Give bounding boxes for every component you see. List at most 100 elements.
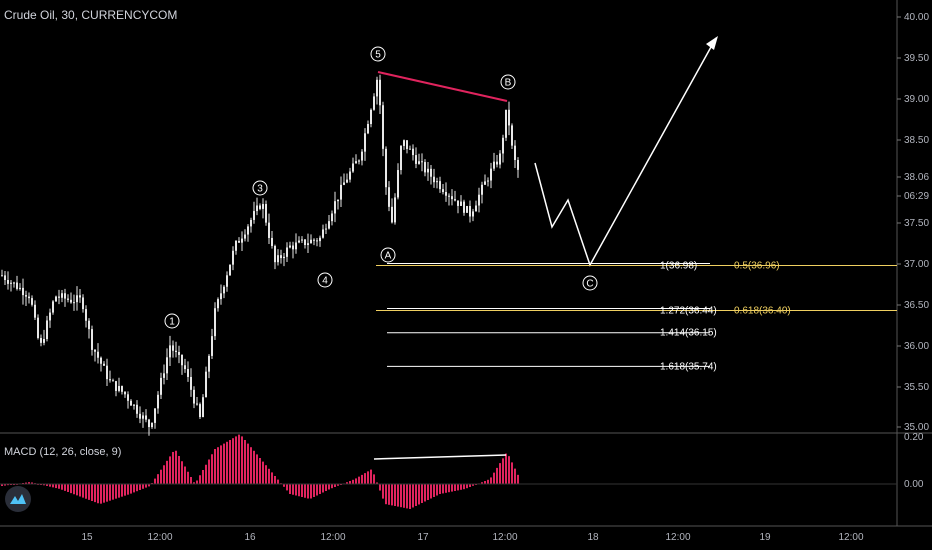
macd-bar <box>88 484 90 500</box>
macd-bar <box>265 465 267 484</box>
candle-body <box>127 394 129 401</box>
wave-label: A <box>385 251 392 262</box>
macd-bar <box>406 484 408 509</box>
candle-body <box>187 369 189 377</box>
macd-bar <box>502 458 504 484</box>
macd-bar <box>256 454 258 484</box>
tradingview-logo-icon[interactable] <box>5 486 31 512</box>
candle-body <box>1 275 3 277</box>
macd-bar <box>136 484 138 492</box>
candle-body <box>31 298 33 305</box>
candle-body <box>349 171 351 180</box>
candle-body <box>316 240 318 242</box>
time-tick-label: 12:00 <box>492 532 517 543</box>
candle-body <box>154 408 156 423</box>
macd-bar <box>415 484 417 506</box>
candle-body <box>22 287 24 296</box>
macd-bar <box>289 484 291 494</box>
macd-bar <box>202 470 204 484</box>
candle-body <box>211 336 213 356</box>
candle-body <box>352 163 354 172</box>
price-tick-label: 36.00 <box>904 341 929 352</box>
macd-bar <box>490 477 492 484</box>
macd-bar <box>430 484 432 499</box>
wave-label: 4 <box>322 276 328 287</box>
macd-bar <box>310 484 312 499</box>
candle-body <box>346 179 348 183</box>
macd-bar <box>4 484 6 486</box>
candle-body <box>109 379 111 381</box>
candle-body <box>487 180 489 182</box>
price-tick-label: 35.00 <box>904 422 929 433</box>
candle-body <box>28 296 30 299</box>
macd-bar <box>439 484 441 494</box>
macd-bar <box>427 484 429 500</box>
macd-bar <box>313 484 315 497</box>
candle-body <box>409 148 411 150</box>
candle-body <box>334 201 336 214</box>
candle-body <box>175 350 177 353</box>
macd-bar <box>250 447 252 484</box>
candle-body <box>385 148 387 188</box>
candle-body <box>64 293 66 299</box>
price-tick-label: 38.06 <box>904 172 929 183</box>
macd-bar <box>175 450 177 484</box>
wave-marker <box>252 180 268 196</box>
time-tick-label: 16 <box>244 532 256 543</box>
candle-body <box>232 250 234 265</box>
candle-body <box>223 286 225 294</box>
candle-body <box>475 205 477 212</box>
candle-body <box>337 199 339 202</box>
macd-bar <box>82 484 84 498</box>
candle-body <box>301 239 303 241</box>
macd-bar <box>412 484 414 508</box>
macd-bar <box>421 484 423 503</box>
candle-body <box>256 205 258 212</box>
macd-bar <box>100 484 102 504</box>
macd-bar <box>391 484 393 506</box>
candle-body <box>184 365 186 370</box>
macd-bar <box>385 484 387 505</box>
candle-body <box>397 170 399 198</box>
wave-label: 5 <box>375 50 381 61</box>
candle-body <box>415 155 417 164</box>
wave-label: B <box>505 78 512 89</box>
candle-body <box>61 293 63 298</box>
price-tick-label: 35.50 <box>904 382 929 393</box>
candle-body <box>145 415 147 420</box>
macd-bar <box>370 469 372 484</box>
candle-body <box>202 397 204 418</box>
candle-body <box>253 211 255 220</box>
candle-body <box>268 222 270 238</box>
wave-marker <box>317 272 333 288</box>
macd-bar <box>349 481 351 484</box>
candle-body <box>160 377 162 395</box>
candle-body <box>361 151 363 161</box>
candle-body <box>310 239 312 244</box>
macd-bar <box>346 482 348 484</box>
macd-bar <box>196 480 198 484</box>
time-tick-label: 19 <box>759 532 771 543</box>
macd-bar <box>238 434 240 484</box>
macd-bar <box>295 484 297 496</box>
macd-bar <box>172 451 174 484</box>
time-tick-label: 18 <box>587 532 599 543</box>
candle-body <box>439 181 441 190</box>
candle-body <box>307 243 309 246</box>
macd-bar <box>466 484 468 489</box>
macd-bar <box>244 440 246 484</box>
macd-bar <box>190 477 192 484</box>
candle-body <box>514 145 516 161</box>
macd-bar <box>403 484 405 508</box>
candle-body <box>328 221 330 229</box>
macd-bar <box>154 478 156 484</box>
wave-marker <box>500 74 516 90</box>
macd-bar <box>496 467 498 484</box>
macd-bar <box>130 484 132 494</box>
candle-body <box>13 282 15 284</box>
candle-body <box>478 194 480 206</box>
candle-body <box>280 255 282 259</box>
macd-bar <box>58 484 60 489</box>
candle-body <box>7 280 9 284</box>
